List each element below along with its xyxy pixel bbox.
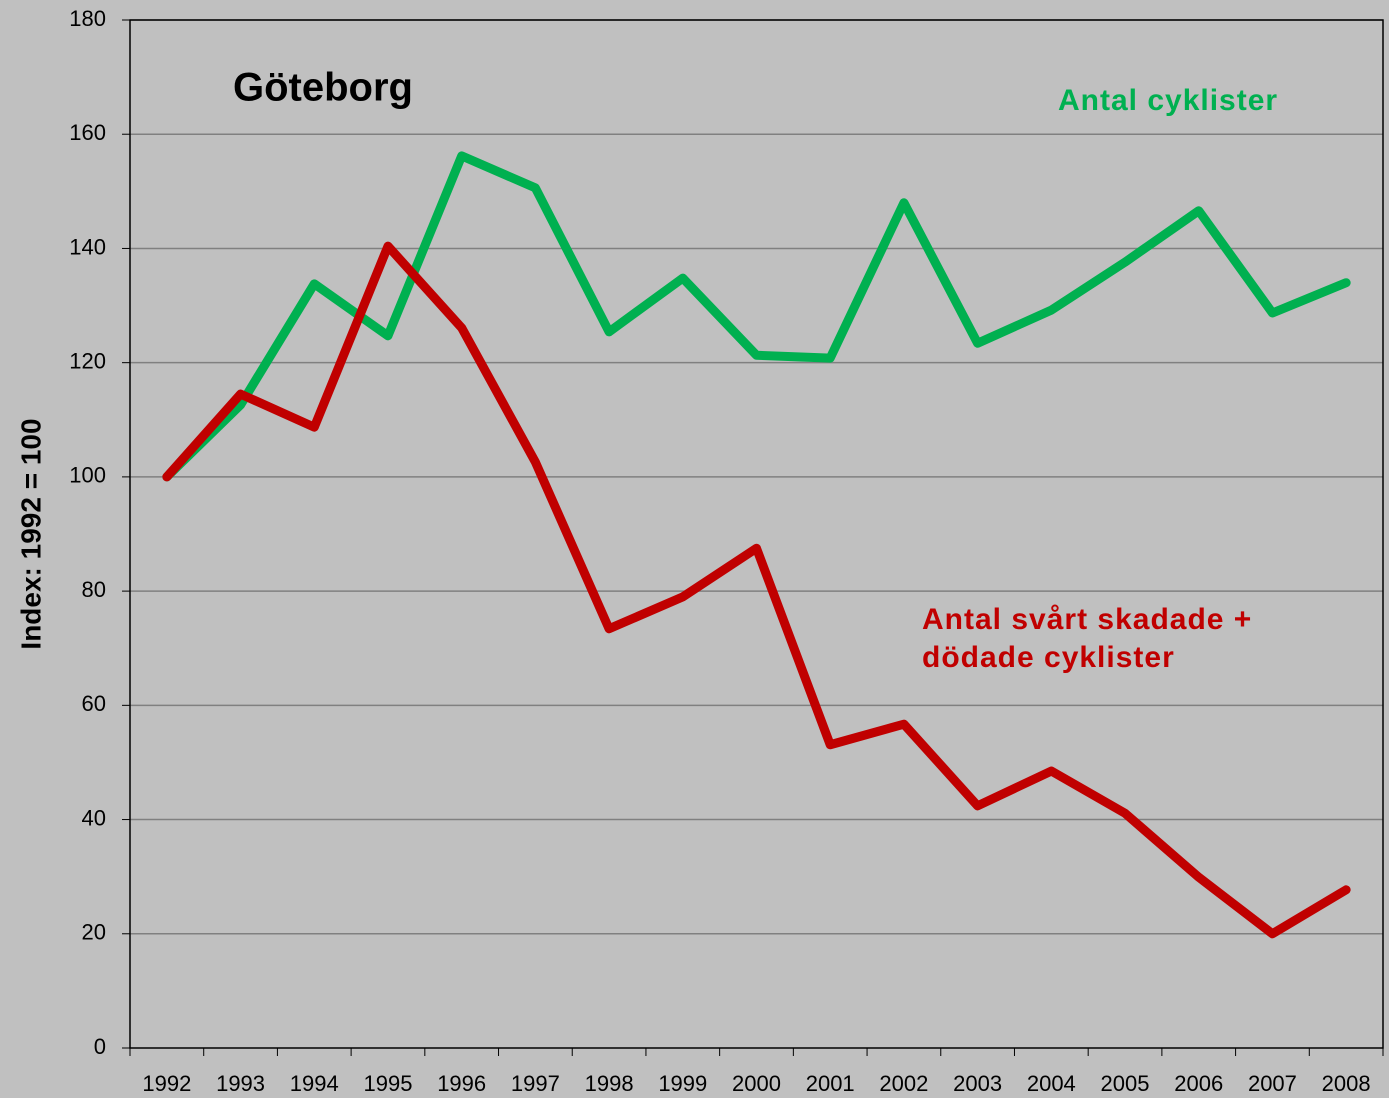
x-tick-label: 2007 xyxy=(1248,1071,1297,1096)
y-tick-label: 0 xyxy=(94,1034,106,1059)
y-tick-label: 120 xyxy=(69,348,106,373)
y-tick-label: 80 xyxy=(82,577,106,602)
x-tick-label: 1999 xyxy=(658,1071,707,1096)
x-tick-label: 1998 xyxy=(585,1071,634,1096)
y-tick-label: 180 xyxy=(69,6,106,31)
x-tick-label: 1995 xyxy=(363,1071,412,1096)
x-tick-label: 2001 xyxy=(806,1071,855,1096)
x-tick-label: 1992 xyxy=(142,1071,191,1096)
x-tick-label: 1993 xyxy=(216,1071,265,1096)
x-tick-label: 1997 xyxy=(511,1071,560,1096)
y-tick-label: 160 xyxy=(69,120,106,145)
y-axis-label: Index: 1992 = 100 xyxy=(15,418,46,649)
x-tick-label: 2005 xyxy=(1101,1071,1150,1096)
y-tick-label: 60 xyxy=(82,691,106,716)
series-line xyxy=(162,241,1351,939)
x-tick-label: 2004 xyxy=(1027,1071,1076,1096)
x-tick-label: 2003 xyxy=(953,1071,1002,1096)
y-tick-label: 20 xyxy=(82,920,106,945)
y-tick-label: 40 xyxy=(82,805,106,830)
x-tick-label: 1996 xyxy=(437,1071,486,1096)
legend-label: Antal svårt skadade + dödade cyklister xyxy=(922,603,1253,674)
legend-label: Antal cyklister xyxy=(1058,84,1279,117)
y-tick-label: 140 xyxy=(69,234,106,259)
x-tick-label: 2002 xyxy=(879,1071,928,1096)
x-tick-label: 1994 xyxy=(290,1071,339,1096)
x-tick-label: 2006 xyxy=(1174,1071,1223,1096)
chart-title: Göteborg xyxy=(233,66,413,110)
x-tick-label: 2000 xyxy=(732,1071,781,1096)
y-tick-label: 100 xyxy=(69,463,106,488)
plot-border xyxy=(129,19,1384,1049)
series-line xyxy=(162,151,1351,482)
x-tick-label: 2008 xyxy=(1322,1071,1371,1096)
